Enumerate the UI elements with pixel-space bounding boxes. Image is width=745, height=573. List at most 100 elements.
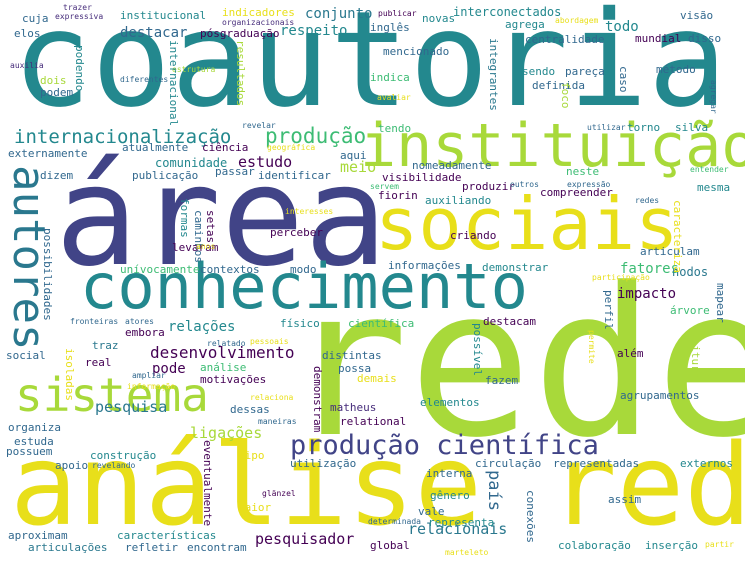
word-novas: novas: [422, 12, 456, 25]
word-visao: visão: [680, 9, 714, 22]
word-dois: dois: [40, 74, 67, 87]
word-tipo: tipo: [238, 449, 265, 462]
word-perceber: perceber: [270, 226, 323, 239]
word-embora: embora: [125, 326, 165, 339]
word-construcao: construção: [90, 449, 157, 462]
word-identificar: identificar: [258, 169, 331, 182]
word-determinada: determinada: [368, 517, 421, 526]
word-publicar: publicar: [378, 9, 417, 18]
word-distintas: distintas: [322, 349, 382, 362]
word-ligacoes: ligações: [190, 424, 263, 442]
word-visibilidade: visibilidade: [382, 171, 462, 184]
word-relational: relational: [340, 415, 407, 428]
word-respeito: respeito: [280, 23, 348, 39]
word-glanzel: glänzel: [262, 489, 296, 498]
word-fronteiras: fronteiras: [70, 317, 119, 326]
word-mencionado: mencionado: [383, 45, 450, 58]
word-entender: entender: [690, 165, 729, 174]
word-cuja: cuja: [22, 12, 49, 25]
word-caso: caso: [617, 66, 630, 93]
word-mesma: mesma: [697, 181, 731, 194]
word-silva: silva: [675, 121, 709, 134]
word-internacionalizacao: internacionalização: [14, 126, 232, 148]
word-impacto: impacto: [617, 286, 677, 302]
word-meio: meio: [340, 158, 377, 176]
word-caminhos: caminhos: [192, 210, 205, 263]
word-destacar: destacar: [120, 25, 188, 41]
word-ingles: inglês: [370, 21, 410, 34]
word-redes: redes: [635, 196, 660, 205]
word-sociais: sociais: [375, 182, 679, 266]
word-servem: servem: [370, 182, 399, 191]
word-instituicao: instituição: [360, 111, 745, 181]
word-permite: permite: [587, 330, 596, 364]
word-producao: produção: [265, 124, 367, 148]
word-relacoes: relações: [168, 319, 236, 335]
word-caracteriza: caracteriza: [671, 200, 684, 273]
word-perfil: perfil: [602, 290, 615, 330]
word-relacionais: relacionais: [408, 520, 508, 538]
word-sistema: sistema: [15, 368, 209, 422]
word-demais: demais: [357, 372, 397, 385]
word-revelando: revelando: [92, 461, 136, 470]
word-colaboracao: colaboração: [558, 539, 631, 552]
word-resultados: resultados: [234, 40, 247, 107]
word-institucional: institucional: [120, 9, 207, 22]
word-metodo: método: [656, 63, 696, 76]
word-posgraduacao: pósgraduação: [200, 27, 280, 40]
word-rede: rede: [285, 245, 745, 483]
word-maior: maior: [238, 501, 272, 514]
word-real: real: [85, 356, 112, 369]
word-aqui: aqui: [340, 149, 367, 162]
word-partir: partir: [705, 540, 734, 549]
word-marteleto: marteleto: [445, 548, 489, 557]
word-diferentes: diferentes: [120, 75, 169, 84]
word-podem: podem: [40, 86, 74, 99]
word-dizem: dizem: [40, 169, 74, 182]
word-atualmente: atualmente: [122, 141, 189, 154]
word-fisico: físico: [280, 317, 320, 330]
word-participacao: participação: [592, 273, 650, 282]
word-publicacao: publicação: [132, 169, 199, 182]
word-fiorin: fiorin: [378, 189, 418, 202]
word-atores: atores: [125, 317, 154, 326]
word-relatado: relatado: [207, 339, 246, 348]
word-tendo: tendo: [378, 122, 412, 135]
word-vale: vale: [418, 505, 445, 518]
word-pesquisa: pesquisa: [95, 398, 168, 416]
word-desenvolvimento: desenvolvimento: [150, 343, 295, 362]
word-refletir: refletir: [125, 541, 178, 554]
word-anos: anos: [196, 242, 216, 251]
word-possibilidades: possibilidades: [41, 228, 54, 321]
word-fazem: fazem: [485, 374, 519, 387]
word-expressao: expressão: [567, 180, 611, 189]
word-todo: todo: [605, 19, 639, 35]
word-insercao: inserção: [645, 539, 698, 552]
word-matheus: matheus: [330, 401, 377, 414]
word-externos: externos: [680, 457, 733, 470]
word-eventualmente: eventualmente: [201, 440, 214, 527]
word-expressiva: expressiva: [55, 12, 104, 21]
word-demonstrar: demonstrar: [482, 261, 549, 274]
word-agrupamentos: agrupamentos: [620, 389, 700, 402]
word-levaram: levaram: [172, 241, 219, 254]
word-global: global: [370, 539, 410, 552]
word-definida: definida: [532, 79, 585, 92]
word-podendo: podendo: [73, 45, 86, 92]
word-assim: assim: [608, 493, 642, 506]
word-estudo: estudo: [238, 153, 293, 171]
word-genero: gênero: [430, 489, 470, 502]
word-disso: disso: [688, 32, 722, 45]
word-indicadores: indicadores: [222, 6, 295, 19]
word-social: social: [6, 349, 46, 362]
word-ampliar: ampliar: [132, 371, 166, 380]
word-pode: pode: [152, 361, 186, 377]
word-coautoria: coautoria: [12, 0, 728, 137]
word-alem: além: [617, 347, 644, 360]
word-conexoes: conexões: [524, 490, 537, 543]
word-demonstram: demonstram: [311, 366, 324, 433]
word-pessoais: pessoais: [250, 337, 289, 346]
word-autores: autores: [3, 165, 54, 351]
word-organiza: organiza: [8, 421, 61, 434]
